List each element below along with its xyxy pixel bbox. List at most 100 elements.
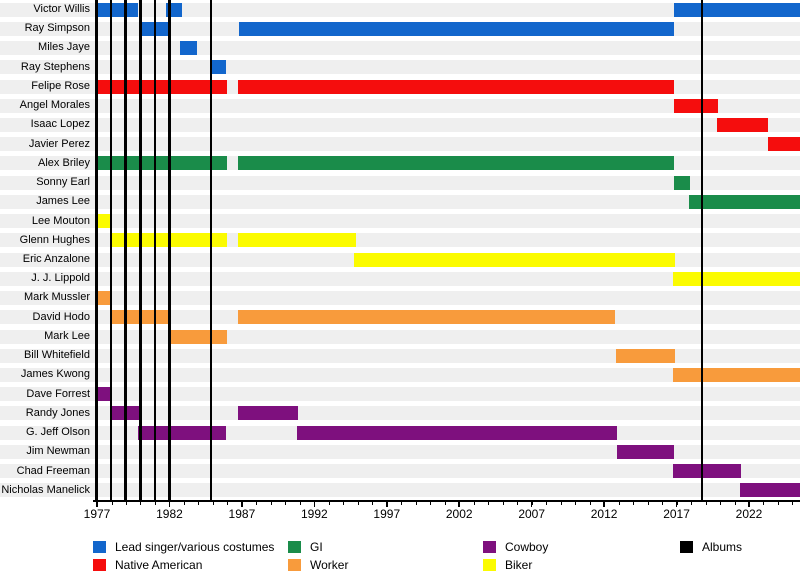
timeline-bar-worker bbox=[168, 329, 227, 344]
member-label: Mark Lee bbox=[44, 329, 90, 342]
axis-minor-tick bbox=[140, 501, 142, 505]
axis-major-tick bbox=[603, 501, 605, 507]
timeline-bar-gi bbox=[238, 156, 674, 171]
axis-minor-tick bbox=[777, 501, 779, 505]
album-release-line bbox=[168, 0, 171, 502]
row-band bbox=[0, 137, 800, 152]
legend-label: Native American bbox=[115, 558, 203, 572]
timeline-bar-biker bbox=[238, 233, 356, 248]
axis-major-tick bbox=[748, 501, 750, 507]
axis-minor-tick bbox=[517, 501, 519, 505]
axis-minor-tick bbox=[575, 501, 577, 505]
member-label: Sonny Earl bbox=[36, 176, 90, 189]
timeline-bar-lead bbox=[180, 41, 197, 56]
row-band bbox=[0, 406, 800, 421]
axis-minor-tick bbox=[763, 501, 765, 505]
row-band bbox=[0, 483, 800, 498]
member-label: Lee Mouton bbox=[31, 214, 90, 227]
axis-major-tick bbox=[458, 501, 460, 507]
row-band bbox=[0, 60, 800, 75]
axis-minor-tick bbox=[357, 501, 359, 505]
member-label: Felipe Rose bbox=[31, 79, 90, 92]
legend-label: GI bbox=[310, 540, 323, 554]
row-band bbox=[0, 118, 800, 132]
member-label: James Kwong bbox=[20, 368, 90, 381]
row-band bbox=[0, 214, 800, 229]
timeline-bar-worker bbox=[615, 348, 676, 363]
axis-minor-tick bbox=[546, 501, 548, 505]
member-label: Victor Willis bbox=[33, 3, 90, 15]
legend-label: Biker bbox=[505, 558, 533, 572]
axis-major-tick bbox=[241, 501, 243, 507]
axis-minor-tick bbox=[270, 501, 272, 505]
timeline-bar-lead bbox=[239, 21, 674, 36]
axis-minor-tick bbox=[473, 501, 475, 505]
timeline-bar-native_american bbox=[717, 118, 768, 132]
member-label: Ray Simpson bbox=[24, 22, 90, 35]
member-label: Nicholas Manelick bbox=[1, 483, 90, 496]
timeline-bar-cowboy bbox=[740, 483, 800, 498]
axis-major-tick bbox=[386, 501, 388, 507]
member-label: Bill Whitefield bbox=[23, 349, 90, 362]
axis-year-label: 2007 bbox=[518, 507, 546, 521]
row-band bbox=[0, 291, 800, 306]
axis-minor-tick bbox=[488, 501, 490, 505]
member-label: J. J. Lippold bbox=[31, 272, 90, 285]
timeline-bar-native_american bbox=[767, 137, 800, 152]
axis-minor-tick bbox=[212, 501, 214, 505]
album-release-line bbox=[124, 0, 127, 502]
member-label: Randy Jones bbox=[25, 406, 90, 419]
timeline-bar-native_american bbox=[673, 98, 718, 113]
member-label: Dave Forrest bbox=[26, 387, 90, 400]
axis-minor-tick bbox=[444, 501, 446, 505]
timeline-bar-biker bbox=[354, 252, 676, 267]
timeline-bar-cowboy bbox=[138, 425, 226, 440]
legend-label: Lead singer/various costumes bbox=[115, 540, 275, 554]
axis-minor-tick bbox=[401, 501, 403, 505]
axis-minor-tick bbox=[430, 501, 432, 505]
album-release-line bbox=[139, 0, 142, 502]
legend-swatch-gi bbox=[288, 541, 301, 553]
member-label: Angel Morales bbox=[19, 99, 90, 112]
axis-minor-tick bbox=[560, 501, 562, 505]
row-band bbox=[0, 271, 800, 286]
axis-year-label: 1982 bbox=[156, 507, 183, 521]
member-label: James Lee bbox=[36, 195, 90, 208]
axis-minor-tick bbox=[691, 501, 693, 505]
timeline-bar-lead bbox=[212, 60, 226, 75]
timeline-bar-cowboy bbox=[672, 464, 742, 479]
timeline-bar-cowboy bbox=[238, 406, 298, 421]
timeline-bar-gi bbox=[688, 194, 800, 209]
axis-minor-tick bbox=[415, 501, 417, 505]
member-label: Ray Stephens bbox=[20, 60, 90, 73]
axis-major-tick bbox=[530, 501, 533, 507]
album-release-line bbox=[153, 0, 157, 502]
member-label: Glenn Hughes bbox=[19, 233, 90, 246]
plot-left-border bbox=[95, 0, 97, 500]
timeline-bar-worker bbox=[95, 291, 111, 306]
axis-year-label: 1997 bbox=[373, 507, 401, 521]
timeline-bar-cowboy bbox=[617, 444, 674, 459]
legend-swatch-cowboy bbox=[483, 541, 496, 553]
album-release-line bbox=[109, 0, 113, 502]
timeline-bar-lead bbox=[673, 2, 800, 17]
member-label: Javier Perez bbox=[28, 137, 90, 150]
axis-minor-tick bbox=[633, 501, 635, 505]
row-band bbox=[0, 368, 800, 382]
axis-minor-tick bbox=[285, 501, 287, 505]
timeline-bar-native_american bbox=[95, 79, 227, 94]
member-label: David Hodo bbox=[32, 310, 90, 323]
axis-minor-tick bbox=[734, 501, 736, 505]
member-label: G. Jeff Olson bbox=[26, 426, 90, 439]
axis-minor-tick bbox=[618, 501, 620, 505]
legend-label: Cowboy bbox=[505, 540, 549, 554]
timeline-bar-worker bbox=[238, 310, 615, 325]
axis-year-label: 1987 bbox=[228, 507, 256, 521]
axis-major-tick bbox=[96, 501, 98, 507]
timeline-bar-cowboy bbox=[296, 425, 618, 440]
timeline-bar-gi bbox=[95, 156, 227, 171]
axis-year-label: 2022 bbox=[735, 507, 763, 521]
timeline-bar-cowboy bbox=[95, 387, 111, 402]
row-band bbox=[0, 194, 800, 209]
axis-minor-tick bbox=[372, 501, 374, 505]
